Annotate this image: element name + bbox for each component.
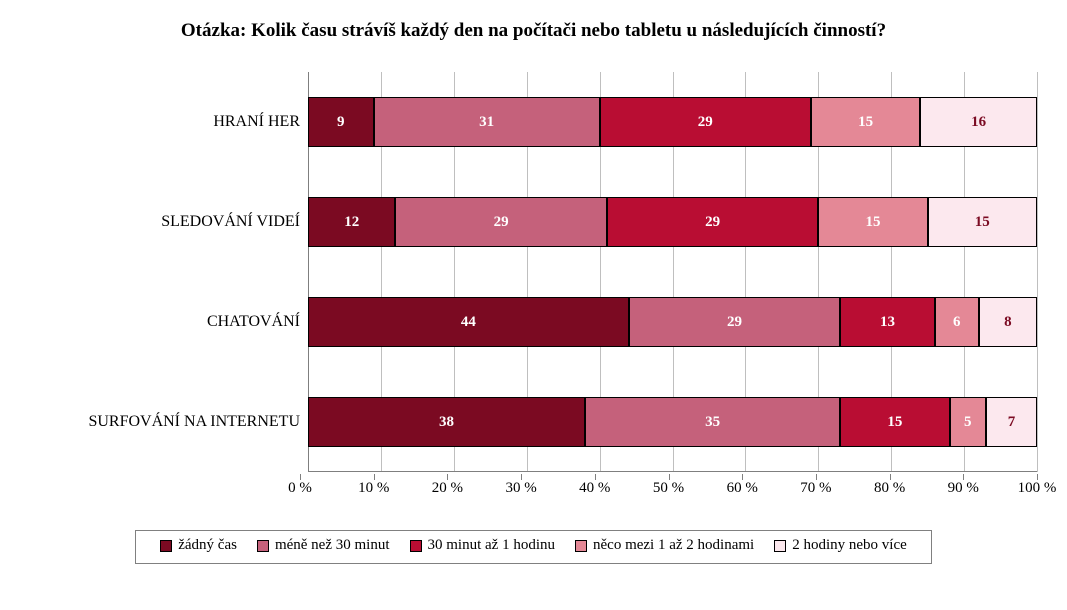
y-axis-labels: HRANÍ HER SLEDOVÁNÍ VIDEÍ CHATOVÁNÍ SURFOVÁ…	[30, 72, 308, 472]
bar-segment: 6	[935, 297, 979, 347]
x-tick-label: 0 %	[288, 480, 312, 497]
legend-swatch	[575, 540, 587, 552]
bar-segment: 16	[920, 97, 1037, 147]
bar-segment: 15	[818, 197, 927, 247]
bar-segment: 29	[607, 197, 818, 247]
bar-segment: 44	[308, 297, 629, 347]
legend-label: 2 hodiny nebo více	[792, 537, 907, 554]
x-axis-ticks: 0 %10 %20 %30 %40 %50 %60 %70 %80 %90 %1…	[300, 472, 1037, 502]
legend-item: 2 hodiny nebo více	[774, 537, 907, 554]
legend-item: žádný čas	[160, 537, 237, 554]
bar-segment-value: 6	[953, 314, 961, 331]
bar-segment-value: 15	[887, 414, 902, 431]
bar-segment-value: 29	[727, 314, 742, 331]
bar-row: 38 35 15 5 7	[308, 397, 1037, 447]
bar-segment-value: 8	[1004, 314, 1012, 331]
stacked-bar-chart: Otázka: Kolik času strávíš každý den na …	[0, 0, 1067, 610]
legend-swatch	[257, 540, 269, 552]
x-tick-label: 30 %	[505, 480, 536, 497]
bars-zone: 9 31 29 15 16 12 29 29 15 15 44 29 13 6 8 38 35 15 5 7	[308, 72, 1037, 472]
x-tick-label: 100 %	[1018, 480, 1057, 497]
bar-segment-value: 35	[705, 414, 720, 431]
legend-item: něco mezi 1 až 2 hodinami	[575, 537, 754, 554]
bar-segment-value: 7	[1008, 414, 1016, 431]
legend: žádný čas méně než 30 minut 30 minut až 1 …	[135, 530, 932, 564]
bar-segment: 15	[811, 97, 920, 147]
bar-segment: 38	[308, 397, 585, 447]
bar-segment-value: 12	[344, 214, 359, 231]
bar-row: 9 31 29 15 16	[308, 97, 1037, 147]
x-tick-label: 80 %	[874, 480, 905, 497]
bar-segment: 9	[308, 97, 374, 147]
bar-segment: 29	[395, 197, 606, 247]
bar-segment-value: 5	[964, 414, 972, 431]
x-tick-label: 70 %	[800, 480, 831, 497]
y-axis-label: SLEDOVÁNÍ VIDEÍ	[161, 197, 300, 247]
bar-row: 44 29 13 6 8	[308, 297, 1037, 347]
bar-segment-value: 44	[461, 314, 476, 331]
legend-swatch	[774, 540, 786, 552]
bar-segment-value: 29	[705, 214, 720, 231]
legend-swatch	[160, 540, 172, 552]
x-tick-label: 90 %	[948, 480, 979, 497]
y-axis-label: SURFOVÁNÍ NA INTERNETU	[88, 397, 300, 447]
bar-segment-value: 15	[865, 214, 880, 231]
bar-segment: 29	[600, 97, 811, 147]
chart-title: Otázka: Kolik času strávíš každý den na …	[30, 20, 1037, 42]
x-tick-label: 20 %	[432, 480, 463, 497]
bar-segment: 31	[374, 97, 600, 147]
bar-segment-value: 31	[479, 114, 494, 131]
bar-segment: 12	[308, 197, 395, 247]
bar-segment-value: 38	[439, 414, 454, 431]
bar-segment: 15	[840, 397, 949, 447]
x-tick-label: 60 %	[727, 480, 758, 497]
x-axis-spacer	[30, 472, 300, 502]
legend-item: méně než 30 minut	[257, 537, 390, 554]
bar-segment: 35	[585, 397, 840, 447]
bars-column: 9 31 29 15 16 12 29 29 15 15 44 29 13 6 8 38 35 15 5 7	[308, 72, 1037, 472]
x-tick-label: 40 %	[579, 480, 610, 497]
bar-segment-value: 9	[337, 114, 345, 131]
bar-segment: 7	[986, 397, 1037, 447]
bar-segment-value: 15	[975, 214, 990, 231]
bar-segment-value: 13	[880, 314, 895, 331]
bar-segment: 13	[840, 297, 935, 347]
bar-segment-value: 29	[494, 214, 509, 231]
legend-label: něco mezi 1 až 2 hodinami	[593, 537, 754, 554]
legend-label: méně než 30 minut	[275, 537, 390, 554]
bar-segment-value: 15	[858, 114, 873, 131]
bar-segment: 15	[928, 197, 1037, 247]
plot-area: HRANÍ HER SLEDOVÁNÍ VIDEÍ CHATOVÁNÍ SURFOVÁ…	[30, 72, 1037, 472]
legend-swatch	[410, 540, 422, 552]
legend-label: žádný čas	[178, 537, 237, 554]
x-tick-label: 50 %	[653, 480, 684, 497]
bar-segment-value: 29	[698, 114, 713, 131]
bar-segment: 29	[629, 297, 840, 347]
bar-row: 12 29 29 15 15	[308, 197, 1037, 247]
bar-segment-value: 16	[971, 114, 986, 131]
x-tick-label: 10 %	[358, 480, 389, 497]
y-axis-label: CHATOVÁNÍ	[207, 297, 300, 347]
bar-segment: 8	[979, 297, 1037, 347]
bar-segment: 5	[950, 397, 986, 447]
legend-label: 30 minut až 1 hodinu	[428, 537, 556, 554]
grid-line	[1037, 72, 1038, 472]
y-axis-label: HRANÍ HER	[213, 97, 300, 147]
x-axis-row: 0 %10 %20 %30 %40 %50 %60 %70 %80 %90 %1…	[30, 472, 1037, 502]
legend-item: 30 minut až 1 hodinu	[410, 537, 556, 554]
